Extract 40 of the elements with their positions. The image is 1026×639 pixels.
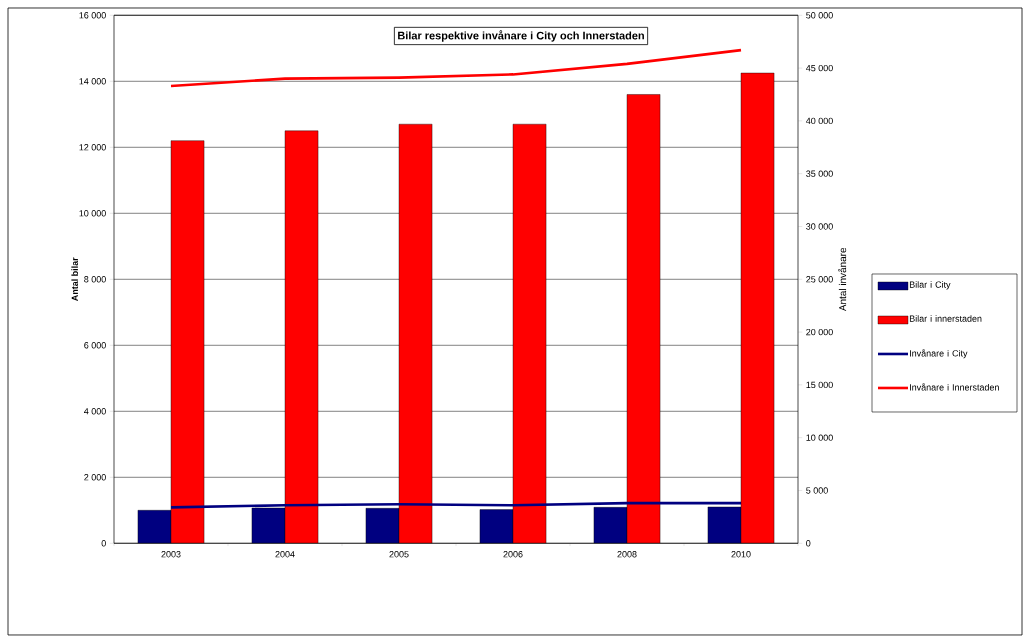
legend-label: Invånare i Innerstaden xyxy=(910,383,999,391)
x-tick-label: 2003 xyxy=(161,551,181,558)
y2-tick-label: 30 000 xyxy=(806,223,833,230)
x-tick-label: 2004 xyxy=(275,551,295,558)
y-tick-label: 12 000 xyxy=(79,144,106,151)
y2-tick-label: 35 000 xyxy=(806,170,833,177)
x-tick-label: 2010 xyxy=(731,551,751,558)
y-tick-label: 4 000 xyxy=(84,408,106,415)
y2-tick-label: 0 xyxy=(806,540,811,547)
y2-tick-label: 25 000 xyxy=(806,276,833,283)
y2-axis-title: Antal invånare xyxy=(838,247,847,312)
y-axis-title: Antal bilar xyxy=(71,257,78,301)
y2-tick-label: 15 000 xyxy=(806,381,833,389)
y-tick-label: 14 000 xyxy=(79,78,106,85)
bar xyxy=(398,123,433,544)
bar xyxy=(284,130,319,544)
y-tick-label: 10 000 xyxy=(79,210,106,217)
legend-label: Invånare i City xyxy=(910,349,968,359)
x-tick-label: 2006 xyxy=(503,551,523,558)
y-tick-label: 6 000 xyxy=(84,342,106,349)
legend-label: Bilar i City xyxy=(909,281,951,290)
legend-label: Bilar i innerstaden xyxy=(909,315,982,322)
bar xyxy=(512,123,547,544)
y2-tick-label: 40 000 xyxy=(805,117,833,125)
y2-tick-label: 50 000 xyxy=(806,12,833,19)
x-tick-label: 2008 xyxy=(617,551,637,558)
bar xyxy=(170,140,205,544)
x-tick-label: 2005 xyxy=(389,551,409,558)
y-tick-label: 0 xyxy=(101,540,106,547)
bar xyxy=(740,72,775,544)
line-series xyxy=(169,48,743,88)
y2-tick-label: 45 000 xyxy=(805,64,833,72)
y-tick-label: 8 000 xyxy=(84,276,106,283)
y-tick-label: 2 000 xyxy=(84,474,106,481)
y-tick-label: 16 000 xyxy=(79,12,106,19)
y2-tick-label: 20 000 xyxy=(806,328,833,336)
y2-tick-label: 5 000 xyxy=(806,487,828,494)
y2-tick-label: 10 000 xyxy=(806,434,833,441)
text: Bilar respektive invånare i City och Innerstaden xyxy=(398,30,644,42)
bar xyxy=(626,94,661,544)
